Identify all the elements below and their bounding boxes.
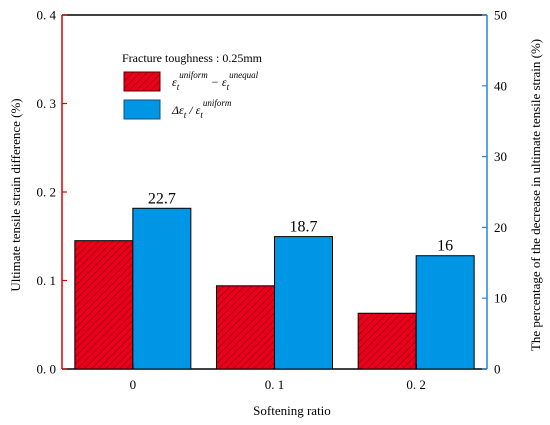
left-tick-label: 0. 4	[37, 8, 57, 23]
right-tick-label: 20	[494, 220, 507, 235]
right-tick-label: 30	[494, 149, 507, 164]
data-label-percentage-decrease: 22.7	[148, 190, 176, 207]
right-tick-label: 0	[494, 362, 501, 377]
legend-title: Fracture toughness : 0.25mm	[122, 51, 263, 65]
legend-2-part-0: Δε	[171, 103, 184, 117]
legend: Fracture toughness : 0.25mm εtuniform − …	[122, 51, 263, 120]
legend-1-part-5: unequal	[229, 70, 258, 80]
x-tick-label: 0	[130, 377, 137, 392]
x-tick-label: 0. 1	[265, 377, 285, 392]
bar-strain-difference	[357, 312, 417, 370]
bar-percentage-decrease	[415, 255, 475, 370]
left-tick-label: 0. 0	[37, 362, 57, 377]
right-tick-label: 40	[494, 78, 507, 93]
legend-2-part-1: t	[184, 110, 187, 120]
legend-1-part-1: t	[177, 82, 180, 92]
legend-1-part-0: ε	[172, 75, 177, 89]
x-axis-title: Softening ratio	[253, 403, 331, 418]
bar-percentage-decrease	[274, 236, 333, 370]
legend-1-part-2: uniform	[179, 70, 208, 80]
bar-strain-difference	[74, 240, 134, 370]
legend-label-percentage-decrease: Δεt / εtuniform	[171, 98, 232, 120]
legend-2-part-3: t	[200, 110, 203, 120]
bar-strain-difference	[216, 285, 275, 370]
bar-percentage-decrease	[132, 207, 192, 370]
legend-swatch-strain-difference	[123, 71, 161, 92]
legend-1-part-4: t	[227, 82, 230, 92]
legend-1-part-3: − ε	[208, 75, 227, 89]
left-tick-label: 0. 3	[37, 96, 57, 111]
legend-2-part-2: / ε	[186, 103, 200, 117]
legend-2-part-4: uniform	[203, 98, 232, 108]
legend-label-strain-difference: εtuniform − εtunequal	[172, 70, 259, 92]
x-tick-label: 0. 2	[406, 377, 426, 392]
right-tick-label: 10	[494, 291, 507, 306]
right-tick-label: 50	[494, 8, 507, 23]
left-tick-label: 0. 1	[37, 273, 57, 288]
right-axis-title: The percentage of the decrease in ultima…	[528, 39, 543, 351]
left-tick-label: 0. 2	[37, 185, 57, 200]
data-label-percentage-decrease: 16	[437, 238, 453, 255]
data-label-percentage-decrease: 18.7	[290, 219, 318, 236]
legend-swatch-percentage-decrease	[123, 99, 161, 120]
left-axis-title: Ultimate tensile strain difference (%)	[8, 98, 23, 291]
